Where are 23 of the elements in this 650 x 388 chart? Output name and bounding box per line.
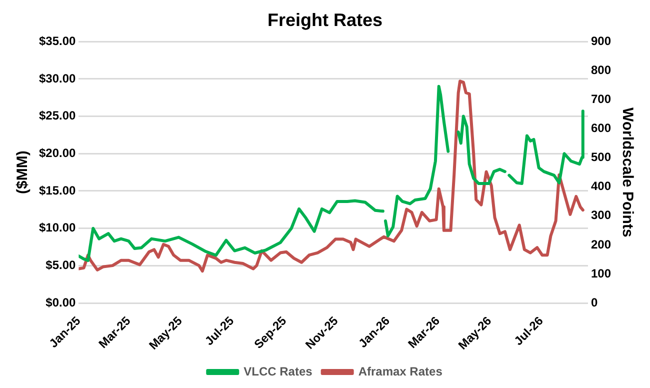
legend-label: VLCC Rates [244,364,313,378]
y2-tick-label: 0 [590,295,598,310]
y-axis-title: ($MM) [14,150,32,194]
y-tick-label: $25.00 [39,108,76,123]
y2-axis-title: Worldscale Points [618,107,636,238]
chart-title: Freight Rates [267,10,383,30]
y2-tick-label: 200 [590,237,612,252]
y2-tick-label: 300 [590,208,612,222]
y2-tick-label: 800 [590,62,612,77]
y-tick-label: $10.00 [39,220,76,235]
y-tick-label: $0.00 [46,295,76,310]
legend-label: Aframax Rates [358,364,443,378]
y2-tick-label: 400 [590,179,612,194]
y-tick-label: $35.00 [39,34,76,48]
y2-tick-label: 500 [590,150,612,164]
y2-tick-label: 900 [590,34,612,48]
y-tick-label: $20.00 [39,146,76,160]
y-tick-label: $30.00 [39,71,76,86]
y2-tick-label: 700 [590,92,612,106]
y2-tick-label: 100 [590,266,612,280]
y-tick-label: $15.00 [39,183,76,198]
y2-tick-label: 600 [590,121,612,136]
y-tick-label: $5.00 [46,258,76,272]
